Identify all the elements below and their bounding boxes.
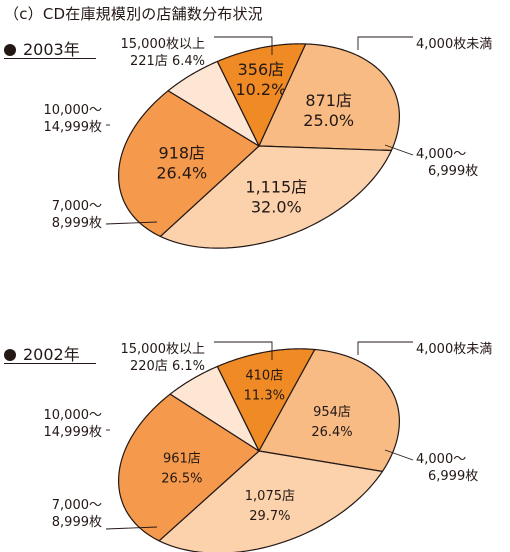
callout-over15000: 15,000枚以上 220店 6.1% <box>121 341 206 375</box>
leader-line <box>357 36 413 50</box>
slice-percent-label: 11.3% <box>244 389 285 404</box>
slice-count-label: 954店 <box>313 405 351 420</box>
pie-slice-10-000-14-999 <box>118 393 260 542</box>
pie-slice-4-000-6-999 <box>258 348 400 473</box>
callout-line: 7,000〜 <box>51 498 102 513</box>
slice-count-label: 918店 <box>159 143 206 162</box>
pie-slice-15-000 <box>169 365 260 452</box>
leader-line <box>384 144 414 156</box>
leader-line <box>105 221 158 225</box>
slice-percent-label: 32.0% <box>251 198 302 217</box>
leader-line <box>357 341 413 355</box>
callout-10000-14999: 10,000〜 14,999枚 <box>44 102 103 136</box>
bullet-icon <box>4 349 16 361</box>
callout-line: 4,000〜 <box>416 452 467 467</box>
callout-line: 14,999枚 <box>43 425 103 440</box>
leader-line <box>384 449 414 461</box>
slice-count-label: 961店 <box>163 452 201 467</box>
callout-line: 14,999枚 <box>43 120 103 135</box>
callout-under4000: 4,000枚未満 <box>416 37 493 52</box>
year-heading-2002: 2002年 <box>4 341 80 365</box>
slice-percent-label: 25.0% <box>303 111 354 130</box>
year-label: 2002年 <box>23 345 80 364</box>
callout-line: 10,000〜 <box>43 408 103 423</box>
callout-line: 6,999枚 <box>428 164 479 179</box>
pie-slice-15-000 <box>167 60 260 147</box>
slice-percent-label: 26.4% <box>311 425 352 440</box>
pie-slice-7-000-8-999 <box>158 450 384 552</box>
pie-slice-7-000-8-999 <box>159 145 392 249</box>
chart-title: （c）CD在庫規模別の店舗数分布状況 <box>4 5 263 23</box>
callout-line: 15,000枚以上 <box>120 37 206 52</box>
leader-line <box>105 526 158 530</box>
slice-count-label: 1,075店 <box>245 489 295 504</box>
slice-percent-label: 29.7% <box>249 509 290 524</box>
callout-line: 8,999枚 <box>51 515 102 530</box>
callout-7000-8999: 7,000〜 8,999枚 <box>52 198 102 232</box>
slice-count-label: 871店 <box>305 91 352 110</box>
slice-percent-label: 26.4% <box>156 163 207 182</box>
callout-line: 220店 6.1% <box>130 359 205 374</box>
slice-percent-label: 26.5% <box>161 472 202 487</box>
year-heading-2003: 2003年 <box>4 36 80 60</box>
slice-count-label: 1,115店 <box>245 178 307 197</box>
leader-line <box>214 341 273 360</box>
pie-slice-10-000-14-999 <box>118 90 260 238</box>
callout-line: 15,000枚以上 <box>120 342 206 357</box>
year-underline <box>4 363 96 364</box>
callout-line: 4,000〜 <box>416 147 467 162</box>
callout-10000-14999: 10,000〜 14,999枚 <box>44 407 103 441</box>
pie-slice-4-000 <box>216 348 316 452</box>
callout-line: 10,000〜 <box>43 103 103 118</box>
slice-percent-label: 10.2% <box>235 80 286 99</box>
callout-7000-8999: 7,000〜 8,999枚 <box>52 497 102 531</box>
pie-slice-4-000 <box>216 43 307 147</box>
callout-line: 7,000〜 <box>51 199 102 214</box>
callout-under4000: 4,000枚未満 <box>416 342 493 357</box>
year-underline <box>4 58 96 59</box>
pie-svg-2002: 410店 11.3% 954店 26.4% 1,075店 29.7% 961店 26.5% <box>105 341 414 552</box>
callout-4000-6999: 4,000〜 6,999枚 <box>416 451 478 485</box>
leader-line <box>214 36 273 55</box>
callout-line: 221店 6.4% <box>130 54 205 69</box>
callout-over15000: 15,000枚以上 221店 6.4% <box>121 36 206 70</box>
callout-line: 8,999枚 <box>51 216 102 231</box>
callout-4000-6999: 4,000〜 6,999枚 <box>416 146 478 180</box>
slice-count-label: 356店 <box>238 60 285 79</box>
bullet-icon <box>4 44 16 56</box>
slice-count-label: 410店 <box>245 369 283 384</box>
pie-chart-2002: 2002年 410店 11.3% 954店 26.4% 1,075店 29.7% 961店 2… <box>0 305 510 552</box>
pie-slice-4-000-6-999 <box>258 43 400 152</box>
pie-chart-2003: 2003年 356店 10.2% 871店 25.0% 1,115店 32.0% 918店 2… <box>0 0 510 249</box>
callout-line: 6,999枚 <box>428 469 479 484</box>
year-label: 2003年 <box>23 40 80 59</box>
